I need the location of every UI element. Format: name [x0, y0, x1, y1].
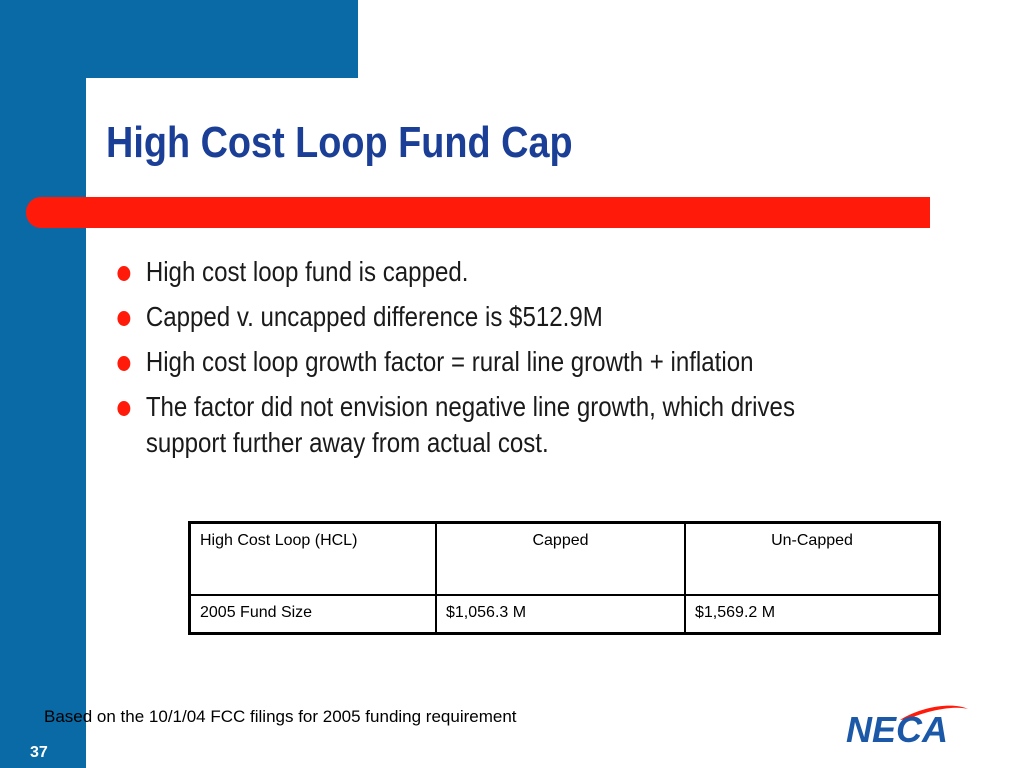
slide-title: High Cost Loop Fund Cap: [106, 118, 573, 167]
table-header-row: High Cost Loop (HCL) Capped Un-Capped: [188, 521, 941, 596]
bullet-text: High cost loop fund is capped.: [145, 256, 469, 287]
title-underline-bar: [26, 197, 930, 228]
bullet-text: The factor did not envision negative lin…: [145, 391, 795, 458]
content-panel: [86, 78, 1024, 768]
bullet-dot-icon: [117, 401, 131, 416]
table-header-cell: Un-Capped: [684, 521, 941, 596]
bullet-item: High cost loop growth factor = rural lin…: [114, 344, 802, 380]
bullet-text: Capped v. uncapped difference is $512.9M: [145, 301, 603, 332]
bullet-dot-icon: [117, 311, 131, 326]
table-cell: $1,056.3 M: [435, 594, 686, 635]
bullet-dot-icon: [117, 356, 131, 371]
page-number: 37: [30, 744, 48, 761]
table-cell: $1,569.2 M: [684, 594, 941, 635]
table-header-cell: High Cost Loop (HCL): [188, 521, 437, 596]
footnote: Based on the 10/1/04 FCC filings for 200…: [44, 707, 517, 726]
bullet-text: High cost loop growth factor = rural lin…: [145, 346, 754, 377]
top-frame-band: [0, 0, 358, 78]
logo-swoosh-icon: [900, 705, 968, 720]
bullet-item: The factor did not envision negative lin…: [114, 389, 802, 461]
table-header-cell: Capped: [435, 521, 686, 596]
fund-size-table: High Cost Loop (HCL) Capped Un-Capped 20…: [188, 521, 941, 635]
logo-text: NECA: [846, 709, 948, 748]
bullet-list: High cost loop fund is capped. Capped v.…: [114, 254, 914, 470]
bullet-item: High cost loop fund is capped.: [114, 254, 802, 290]
neca-logo: NECA: [846, 705, 968, 748]
bullet-dot-icon: [117, 266, 131, 281]
table-cell: 2005 Fund Size: [188, 594, 437, 635]
table-row: 2005 Fund Size $1,056.3 M $1,569.2 M: [188, 594, 941, 635]
bullet-item: Capped v. uncapped difference is $512.9M: [114, 299, 802, 335]
left-frame-band: [0, 0, 86, 768]
